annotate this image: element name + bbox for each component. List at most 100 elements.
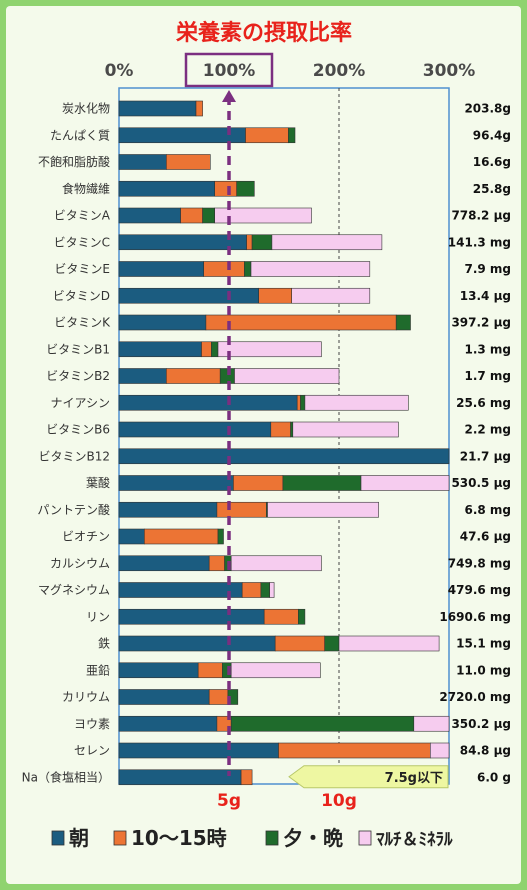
noon-segment: [205, 314, 397, 331]
morning-segment: [118, 689, 210, 705]
category-label: ナイアシン: [50, 396, 110, 410]
amount-label: 2720.0 mg: [439, 690, 511, 704]
noon-segment: [208, 689, 229, 705]
noon-segment: [214, 180, 237, 197]
morning-segment: [118, 127, 246, 144]
noon-segment: [270, 421, 291, 438]
noon-segment: [197, 662, 223, 679]
category-label: カリウム: [62, 690, 110, 704]
amount-label: 15.1 mg: [456, 637, 511, 651]
noon-segment: [144, 528, 219, 545]
morning-segment: [118, 341, 202, 358]
supplement-segment: [360, 475, 450, 491]
noon-segment: [201, 341, 212, 358]
na-limit-label: 7.5g以下: [385, 771, 443, 786]
category-label: ビタミンD: [53, 289, 110, 303]
target-arrowhead: [222, 90, 236, 102]
supplement-segment: [230, 662, 321, 679]
amount-label: 530.5 μg: [451, 476, 511, 490]
evening-segment: [251, 234, 273, 251]
noon-segment: [233, 475, 284, 491]
evening-segment: [244, 261, 252, 277]
noon-segment: [208, 555, 225, 572]
morning-segment: [118, 448, 450, 465]
noon-segment: [195, 100, 203, 117]
category-label: カルシウム: [50, 556, 110, 570]
morning-segment: [118, 715, 218, 732]
noon-segment: [258, 287, 292, 304]
morning-segment: [118, 207, 181, 224]
na-scale-label: 10g: [321, 791, 357, 811]
supplement-segment: [291, 287, 371, 304]
noon-segment: [240, 769, 253, 786]
x-tick-label: 100%: [203, 61, 256, 81]
legend-label: 10〜15時: [131, 826, 227, 850]
supplement-segment: [292, 421, 399, 438]
morning-segment: [118, 421, 272, 438]
noon-segment: [274, 635, 326, 652]
amount-label: 203.8g: [464, 102, 511, 116]
evening-segment: [217, 528, 224, 545]
category-label: ビタミンB6: [46, 423, 110, 437]
na-limit-pointer: [288, 765, 449, 789]
noon-segment: [241, 582, 262, 598]
amount-label: 84.8 μg: [460, 744, 511, 758]
noon-segment: [180, 207, 203, 224]
amount-label: 1.7 mg: [464, 369, 511, 383]
x-tick-label: 300%: [423, 61, 476, 81]
morning-segment: [118, 501, 218, 518]
category-label: ビタミンB1: [46, 342, 110, 356]
category-label: ビタミンK: [54, 316, 111, 330]
morning-segment: [118, 769, 242, 786]
evening-segment: [288, 127, 296, 144]
supplement-segment: [267, 501, 379, 518]
supplement-segment: [217, 341, 322, 358]
category-label: ビタミンB12: [38, 449, 110, 463]
nutrient-intake-chart: 栄養素の摂取比率 0% 100% 200% 300% 炭水化物 203.8g たんぱく質 96.…: [22, 20, 511, 850]
evening-segment: [290, 421, 294, 438]
amount-label: 397.2 μg: [451, 316, 511, 330]
evening-segment: [202, 207, 216, 224]
amount-label: 6.0 g: [477, 770, 511, 784]
noon-segment: [278, 742, 431, 759]
evening-segment: [230, 715, 415, 732]
category-label: パントテン酸: [37, 502, 110, 517]
legend-swatch: [358, 830, 372, 846]
amount-label: 25.8g: [473, 182, 511, 196]
category-label: ビタミンC: [54, 235, 110, 249]
category-label: セレン: [74, 744, 110, 758]
category-label: 不飽和脂肪酸: [38, 154, 110, 169]
amount-label: 350.2 μg: [451, 717, 511, 731]
noon-segment: [216, 501, 267, 518]
supplement-segment: [429, 742, 450, 759]
supplement-segment: [230, 555, 322, 572]
category-label: 食物繊維: [62, 181, 110, 196]
amount-label: 16.6g: [473, 155, 511, 169]
morning-segment: [118, 394, 298, 411]
evening-segment: [211, 341, 219, 358]
na-scale-label: 5g: [217, 791, 241, 811]
category-label: ビタミンA: [54, 209, 111, 223]
category-label: ビタミンE: [54, 262, 110, 276]
category-label: 鉄: [98, 636, 110, 651]
amount-label: 141.3 mg: [448, 235, 511, 249]
chart-title: 栄養素の摂取比率: [175, 20, 352, 46]
amount-label: 1.3 mg: [464, 342, 511, 356]
supplement-segment: [338, 635, 440, 652]
morning-segment: [118, 742, 279, 759]
evening-segment: [300, 394, 306, 411]
legend-swatch: [113, 830, 127, 846]
morning-segment: [118, 475, 234, 491]
category-label: ビタミンB2: [46, 369, 110, 383]
amount-label: 96.4g: [473, 128, 511, 142]
supplement-segment: [271, 234, 383, 251]
morning-segment: [118, 582, 243, 598]
amount-label: 479.6 mg: [448, 583, 511, 597]
noon-segment: [203, 261, 245, 277]
x-tick-label: 200%: [313, 61, 366, 81]
noon-segment: [263, 608, 299, 625]
legend-label: 朝: [69, 826, 89, 850]
evening-segment: [395, 314, 411, 331]
morning-segment: [118, 662, 199, 679]
noon-segment: [245, 127, 289, 144]
